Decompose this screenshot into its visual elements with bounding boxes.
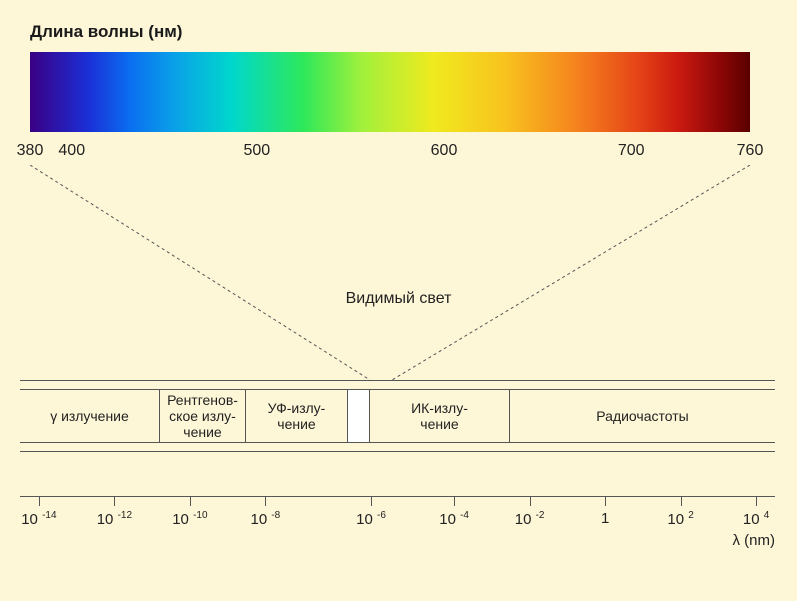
nm-tick: 400: [58, 142, 85, 160]
right-connector: [392, 165, 750, 380]
axis-tick: [681, 496, 682, 506]
axis-tick-label: 10 -2: [515, 510, 545, 528]
visible-light-label: Видимый свет: [346, 290, 452, 308]
axis-tick-label: 10 -4: [439, 510, 469, 528]
nm-tick: 700: [618, 142, 645, 160]
axis-tick: [39, 496, 40, 506]
band-cell: Радиочастоты: [510, 390, 775, 442]
axis-tick-label: 1: [601, 510, 609, 527]
axis-tick-label: 10 -12: [97, 510, 132, 528]
nm-tick-labels: 380400500600700760: [30, 142, 750, 162]
spectrum-diagram: Длина волны (нм) 380 400 500 600 700 760 Види…: [0, 0, 797, 601]
axis-tick-label: 10 -6: [356, 510, 386, 528]
band-cell: УФ-излу-чение: [246, 390, 348, 442]
axis-tick-label: 10 -14: [21, 510, 56, 528]
axis-tick-label: 10 -8: [250, 510, 280, 528]
axis-tick: [605, 496, 606, 506]
axis-name: λ (nm): [733, 532, 776, 549]
axis-tick-label: 10 4: [743, 510, 769, 528]
visible-gap: [348, 390, 370, 442]
axis-tick-label: 10 2: [667, 510, 693, 528]
nm-tick: 500: [243, 142, 270, 160]
connector-lines: [30, 165, 750, 380]
wavelength-axis: λ (nm) 10 -14 10 -12 10 -10 10 -8 10 -6 10 -4…: [20, 496, 775, 556]
band-cell: Рентгенов-ское излу-чение: [160, 390, 246, 442]
nm-tick: 760: [737, 142, 764, 160]
em-bands-inner: γ излучениеРентгенов-ское излу-чениеУФ-и…: [20, 389, 775, 443]
axis-tick: [530, 496, 531, 506]
nm-tick: 600: [431, 142, 458, 160]
axis-tick: [756, 496, 757, 506]
nm-tick: 380: [17, 142, 44, 160]
title: Длина волны (нм): [30, 22, 767, 42]
axis-line: [20, 496, 775, 497]
axis-tick: [114, 496, 115, 506]
band-cell: γ излучение: [20, 390, 160, 442]
axis-tick-label: 10 -10: [172, 510, 207, 528]
axis-tick: [190, 496, 191, 506]
axis-tick: [371, 496, 372, 506]
em-bands-row: γ излучениеРентгенов-ское излу-чениеУФ-и…: [20, 380, 775, 452]
axis-tick: [454, 496, 455, 506]
axis-tick: [265, 496, 266, 506]
band-cell: ИК-излу-чение: [370, 390, 510, 442]
left-connector: [30, 165, 370, 380]
visible-spectrum-bar: [30, 52, 750, 132]
